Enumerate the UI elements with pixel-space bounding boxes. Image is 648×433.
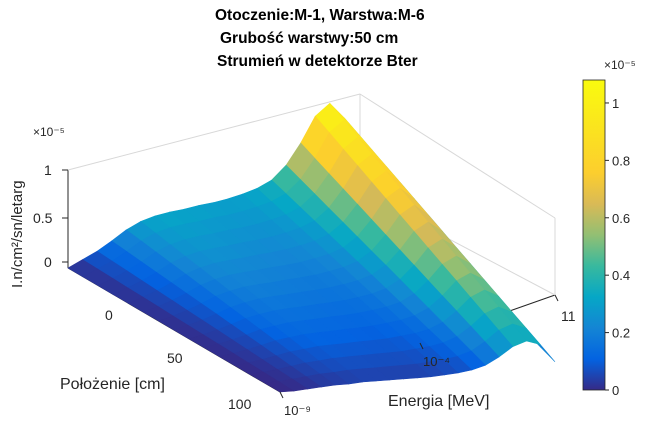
surface-patch bbox=[263, 381, 295, 393]
chart-title-line-3: Strumień w detektorze Bter bbox=[217, 53, 418, 70]
colorbar-tick-label: 0.2 bbox=[612, 326, 630, 341]
z-axis-label: I.n/cm²/sn/letarg bbox=[9, 180, 26, 288]
chart-title-line-1: Otoczenie:M-1, Warstwa:M-6 bbox=[215, 7, 425, 24]
colorbar-tick-label: 0.6 bbox=[612, 211, 630, 226]
z-scale-exponent: ×10⁻⁵ bbox=[33, 125, 65, 139]
colorbar-tick-label: 0.8 bbox=[612, 153, 630, 168]
y-axis-ticks: 10⁻⁹ 10⁻⁴ 11 bbox=[279, 294, 576, 418]
surface-layer bbox=[67, 102, 556, 393]
z-tick-label: 0 bbox=[44, 254, 52, 270]
x-axis-ticks: 0 50 100 bbox=[105, 307, 252, 412]
y-axis-label: Energia [MeV] bbox=[388, 393, 489, 410]
x-axis-label: Położenie [cm] bbox=[60, 376, 165, 393]
colorbar-scale-exponent: ×10⁻⁵ bbox=[604, 58, 636, 72]
colorbar-tick-label: 0.4 bbox=[612, 268, 630, 283]
chart-title-line-2: Grubość warstwy:50 cm bbox=[220, 30, 399, 47]
x-tick-label: 100 bbox=[228, 396, 252, 412]
colorbar-gradient bbox=[582, 79, 606, 391]
colorbar: ×10⁻⁵ 0 0.2 0.4 0.6 0.8 1 bbox=[582, 58, 636, 398]
z-tick-label: 0.5 bbox=[33, 210, 53, 226]
y-tick-label: 10⁻⁴ bbox=[423, 354, 450, 369]
x-tick-label: 50 bbox=[167, 350, 183, 366]
z-tick-label: 1 bbox=[44, 162, 52, 178]
x-tick-label: 0 bbox=[105, 307, 113, 323]
y-tick-label: 10⁻⁹ bbox=[284, 403, 311, 418]
colorbar-tick-label: 0 bbox=[612, 383, 619, 398]
z-axis-ticks: 0 0.5 1 ×10⁻⁵ bbox=[33, 125, 68, 270]
colorbar-tick-label: 1 bbox=[612, 96, 619, 111]
y-tick-label: 11 bbox=[561, 308, 576, 324]
